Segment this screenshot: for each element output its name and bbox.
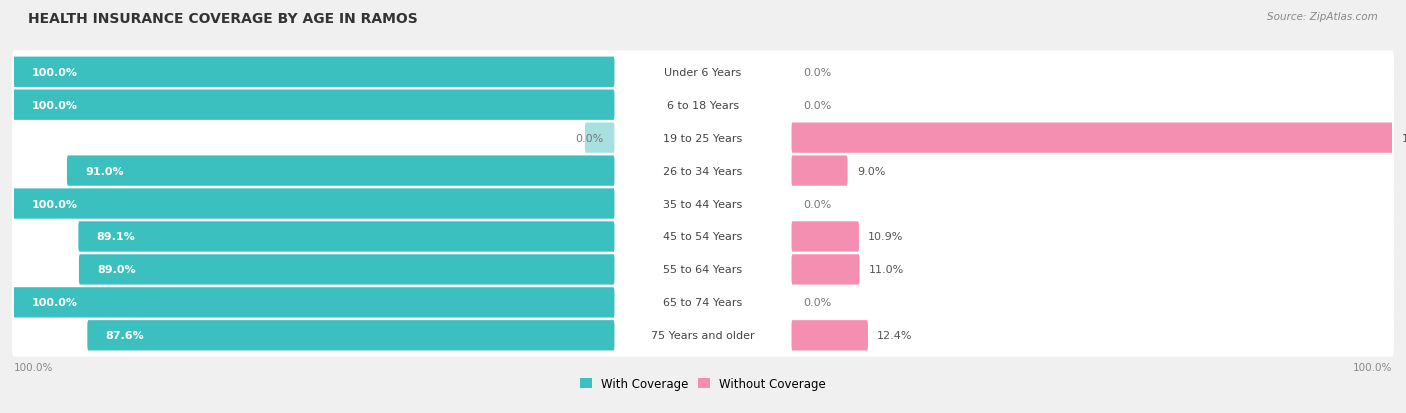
Text: 26 to 34 Years: 26 to 34 Years bbox=[664, 166, 742, 176]
FancyBboxPatch shape bbox=[13, 189, 614, 219]
FancyBboxPatch shape bbox=[13, 248, 1393, 291]
Text: Source: ZipAtlas.com: Source: ZipAtlas.com bbox=[1267, 12, 1378, 22]
Legend: With Coverage, Without Coverage: With Coverage, Without Coverage bbox=[575, 373, 831, 395]
FancyBboxPatch shape bbox=[79, 255, 614, 285]
Text: 0.0%: 0.0% bbox=[803, 298, 831, 308]
Text: HEALTH INSURANCE COVERAGE BY AGE IN RAMOS: HEALTH INSURANCE COVERAGE BY AGE IN RAMO… bbox=[28, 12, 418, 26]
Text: 65 to 74 Years: 65 to 74 Years bbox=[664, 298, 742, 308]
Text: 87.6%: 87.6% bbox=[105, 330, 145, 340]
FancyBboxPatch shape bbox=[87, 320, 614, 351]
Text: 75 Years and older: 75 Years and older bbox=[651, 330, 755, 340]
Text: 100.0%: 100.0% bbox=[1402, 133, 1406, 143]
Text: 100.0%: 100.0% bbox=[31, 100, 77, 110]
FancyBboxPatch shape bbox=[13, 57, 614, 88]
Text: 100.0%: 100.0% bbox=[1353, 363, 1392, 373]
FancyBboxPatch shape bbox=[13, 90, 614, 121]
FancyBboxPatch shape bbox=[13, 314, 1393, 357]
FancyBboxPatch shape bbox=[67, 156, 614, 186]
FancyBboxPatch shape bbox=[792, 222, 859, 252]
FancyBboxPatch shape bbox=[79, 222, 614, 252]
Text: 19 to 25 Years: 19 to 25 Years bbox=[664, 133, 742, 143]
FancyBboxPatch shape bbox=[13, 183, 1393, 225]
Text: 89.1%: 89.1% bbox=[97, 232, 135, 242]
Text: 0.0%: 0.0% bbox=[575, 133, 603, 143]
FancyBboxPatch shape bbox=[13, 117, 1393, 160]
FancyBboxPatch shape bbox=[13, 84, 1393, 127]
Text: Under 6 Years: Under 6 Years bbox=[665, 68, 741, 78]
Text: 100.0%: 100.0% bbox=[31, 199, 77, 209]
Text: 10.9%: 10.9% bbox=[869, 232, 904, 242]
Text: 100.0%: 100.0% bbox=[31, 298, 77, 308]
Text: 12.4%: 12.4% bbox=[877, 330, 912, 340]
Text: 11.0%: 11.0% bbox=[869, 265, 904, 275]
FancyBboxPatch shape bbox=[792, 320, 868, 351]
FancyBboxPatch shape bbox=[792, 123, 1393, 153]
Text: 9.0%: 9.0% bbox=[856, 166, 886, 176]
Text: 0.0%: 0.0% bbox=[803, 199, 831, 209]
Text: 35 to 44 Years: 35 to 44 Years bbox=[664, 199, 742, 209]
FancyBboxPatch shape bbox=[585, 123, 614, 153]
Text: 0.0%: 0.0% bbox=[803, 100, 831, 110]
FancyBboxPatch shape bbox=[13, 281, 1393, 324]
Text: 6 to 18 Years: 6 to 18 Years bbox=[666, 100, 740, 110]
Text: 89.0%: 89.0% bbox=[97, 265, 136, 275]
Text: 45 to 54 Years: 45 to 54 Years bbox=[664, 232, 742, 242]
FancyBboxPatch shape bbox=[13, 287, 614, 318]
FancyBboxPatch shape bbox=[13, 150, 1393, 192]
Text: 0.0%: 0.0% bbox=[803, 68, 831, 78]
Text: 55 to 64 Years: 55 to 64 Years bbox=[664, 265, 742, 275]
Text: 100.0%: 100.0% bbox=[31, 68, 77, 78]
FancyBboxPatch shape bbox=[792, 156, 848, 186]
FancyBboxPatch shape bbox=[13, 51, 1393, 94]
FancyBboxPatch shape bbox=[792, 255, 859, 285]
Text: 100.0%: 100.0% bbox=[14, 363, 53, 373]
FancyBboxPatch shape bbox=[13, 216, 1393, 258]
Text: 91.0%: 91.0% bbox=[86, 166, 124, 176]
